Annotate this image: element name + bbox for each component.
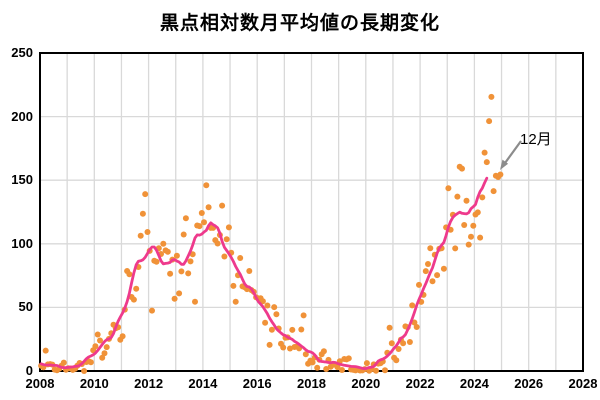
x-tick-label: 2020 <box>351 376 381 391</box>
axis-frame <box>39 52 584 372</box>
latest-month-annotation: 12月 <box>520 131 552 148</box>
gridlines <box>40 53 583 371</box>
x-tick-label: 2018 <box>297 376 326 391</box>
x-tick-label: 2012 <box>134 376 164 391</box>
annotation-arrow-icon <box>500 140 522 170</box>
y-tick-label: 250 <box>11 45 33 60</box>
x-tick-label: 2028 <box>568 376 598 391</box>
y-tick-label: 100 <box>11 235 33 251</box>
x-tick-label: 2022 <box>405 376 435 391</box>
x-tick-label: 2008 <box>25 376 55 391</box>
chart-title: 黒点相対数月平均値の長期変化 <box>159 13 440 34</box>
y-tick-label: 200 <box>11 108 33 124</box>
x-tick-label: 2016 <box>242 376 272 391</box>
y-tick-label: 50 <box>18 299 33 315</box>
x-tick-label: 2026 <box>514 376 544 391</box>
smoothed-line <box>39 176 489 371</box>
x-tick-label: 2024 <box>459 376 489 391</box>
scatter-points <box>38 93 504 374</box>
x-tick-label: 2014 <box>188 376 218 391</box>
x-tick-label: 2010 <box>79 376 109 391</box>
y-tick-label: 150 <box>11 172 33 188</box>
y-tick-label: 0 <box>25 363 33 378</box>
